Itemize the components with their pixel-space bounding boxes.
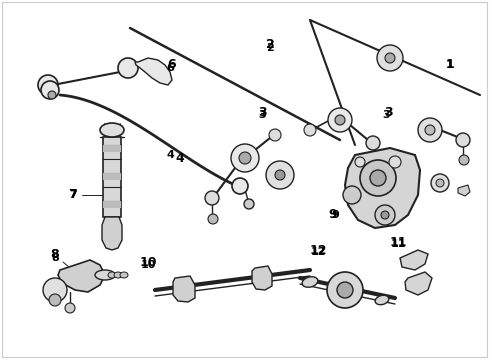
Circle shape bbox=[337, 282, 353, 298]
Circle shape bbox=[327, 272, 363, 308]
Polygon shape bbox=[58, 260, 105, 292]
FancyBboxPatch shape bbox=[103, 145, 121, 152]
Text: 1: 1 bbox=[446, 60, 454, 70]
Text: 10: 10 bbox=[140, 260, 156, 270]
Text: 9: 9 bbox=[331, 210, 339, 220]
Circle shape bbox=[381, 211, 389, 219]
Polygon shape bbox=[135, 58, 172, 85]
Polygon shape bbox=[400, 250, 428, 270]
Circle shape bbox=[418, 118, 442, 142]
Polygon shape bbox=[458, 185, 470, 196]
Circle shape bbox=[266, 161, 294, 189]
Circle shape bbox=[275, 170, 285, 180]
Polygon shape bbox=[345, 148, 420, 228]
Text: 10: 10 bbox=[139, 256, 157, 269]
Polygon shape bbox=[173, 276, 195, 302]
Text: 12: 12 bbox=[309, 243, 327, 256]
Circle shape bbox=[355, 157, 365, 167]
Circle shape bbox=[49, 294, 61, 306]
Circle shape bbox=[231, 144, 259, 172]
Text: 3: 3 bbox=[384, 105, 392, 118]
Circle shape bbox=[360, 160, 396, 196]
Ellipse shape bbox=[375, 295, 389, 305]
Text: 6: 6 bbox=[166, 63, 174, 73]
Polygon shape bbox=[102, 217, 122, 250]
Circle shape bbox=[370, 170, 386, 186]
Circle shape bbox=[269, 129, 281, 141]
Circle shape bbox=[118, 58, 138, 78]
Text: 7: 7 bbox=[68, 189, 76, 202]
Ellipse shape bbox=[114, 272, 122, 278]
Circle shape bbox=[38, 75, 58, 95]
Circle shape bbox=[456, 133, 470, 147]
Circle shape bbox=[44, 84, 52, 92]
Circle shape bbox=[425, 125, 435, 135]
Circle shape bbox=[232, 178, 248, 194]
FancyBboxPatch shape bbox=[103, 137, 121, 217]
Circle shape bbox=[43, 278, 67, 302]
Circle shape bbox=[369, 158, 379, 168]
Text: 8: 8 bbox=[50, 248, 59, 261]
Text: 6: 6 bbox=[168, 58, 176, 72]
Polygon shape bbox=[405, 272, 432, 295]
Circle shape bbox=[48, 91, 56, 99]
FancyBboxPatch shape bbox=[103, 173, 121, 180]
Text: 3: 3 bbox=[258, 105, 266, 118]
Ellipse shape bbox=[108, 272, 116, 278]
Circle shape bbox=[244, 199, 254, 209]
Text: 3: 3 bbox=[258, 110, 266, 120]
Text: 11: 11 bbox=[389, 235, 407, 248]
Text: 1: 1 bbox=[445, 58, 454, 72]
Ellipse shape bbox=[100, 123, 124, 137]
FancyBboxPatch shape bbox=[103, 201, 121, 208]
Text: 11: 11 bbox=[390, 239, 406, 249]
Circle shape bbox=[205, 191, 219, 205]
Circle shape bbox=[459, 155, 469, 165]
FancyBboxPatch shape bbox=[2, 2, 487, 357]
Text: 3: 3 bbox=[382, 110, 390, 120]
Polygon shape bbox=[252, 266, 272, 290]
Text: 4: 4 bbox=[166, 150, 174, 160]
Circle shape bbox=[377, 45, 403, 71]
Circle shape bbox=[41, 81, 59, 99]
Circle shape bbox=[239, 152, 251, 164]
Text: 2: 2 bbox=[266, 39, 274, 51]
Text: 9: 9 bbox=[329, 208, 337, 221]
Ellipse shape bbox=[302, 277, 318, 287]
Circle shape bbox=[389, 156, 401, 168]
Circle shape bbox=[328, 108, 352, 132]
Circle shape bbox=[208, 214, 218, 224]
Text: 12: 12 bbox=[310, 247, 326, 257]
Circle shape bbox=[335, 115, 345, 125]
Ellipse shape bbox=[95, 270, 115, 280]
Text: 4: 4 bbox=[175, 152, 184, 165]
Text: 2: 2 bbox=[266, 43, 274, 53]
Circle shape bbox=[65, 303, 75, 313]
Circle shape bbox=[304, 124, 316, 136]
Circle shape bbox=[366, 136, 380, 150]
Circle shape bbox=[385, 53, 395, 63]
Circle shape bbox=[375, 205, 395, 225]
Circle shape bbox=[343, 186, 361, 204]
Text: 7: 7 bbox=[69, 190, 77, 200]
Ellipse shape bbox=[120, 272, 128, 278]
Circle shape bbox=[436, 179, 444, 187]
Circle shape bbox=[431, 174, 449, 192]
Text: 8: 8 bbox=[51, 253, 59, 263]
